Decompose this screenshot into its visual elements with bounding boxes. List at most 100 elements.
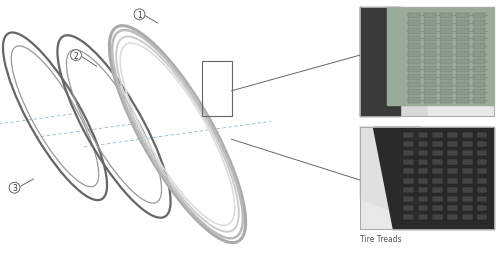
Bar [408, 21, 420, 27]
Bar [440, 98, 452, 103]
Polygon shape [374, 127, 494, 229]
Bar [418, 141, 428, 147]
Bar [440, 29, 452, 34]
Bar [447, 196, 458, 202]
Bar [447, 187, 458, 193]
Bar [447, 160, 458, 166]
Bar [462, 196, 472, 202]
Bar [424, 14, 436, 19]
Bar [456, 98, 468, 103]
Bar [432, 205, 443, 211]
Bar [432, 187, 443, 193]
Bar [408, 75, 420, 80]
Bar [408, 52, 420, 57]
Bar [472, 67, 484, 73]
Bar [462, 150, 472, 156]
Bar [432, 178, 443, 184]
Bar [476, 132, 488, 138]
Text: 3: 3 [12, 183, 17, 193]
Bar [440, 67, 452, 73]
Bar [432, 169, 443, 175]
Bar [418, 196, 428, 202]
Bar [424, 52, 436, 57]
Bar [418, 160, 428, 166]
Bar [476, 214, 488, 220]
Ellipse shape [66, 51, 162, 203]
Bar [462, 141, 472, 147]
Bar [418, 132, 428, 138]
Bar [360, 127, 494, 229]
Ellipse shape [116, 37, 239, 232]
Bar [418, 169, 428, 175]
Bar [440, 37, 452, 42]
Bar [418, 205, 428, 211]
Bar [472, 75, 484, 80]
Bar [472, 90, 484, 96]
Bar [447, 169, 458, 175]
Bar [476, 196, 488, 202]
Bar [360, 127, 494, 229]
Bar [424, 59, 436, 65]
Bar [472, 29, 484, 34]
Bar [476, 178, 488, 184]
Bar [403, 141, 413, 147]
Bar [456, 83, 468, 88]
Bar [440, 21, 452, 27]
Bar [472, 83, 484, 88]
Polygon shape [360, 8, 427, 117]
Bar [440, 90, 452, 96]
Bar [408, 59, 420, 65]
Bar [447, 150, 458, 156]
Bar [447, 214, 458, 220]
Bar [476, 205, 488, 211]
Bar [403, 187, 413, 193]
Bar [447, 178, 458, 184]
Bar [472, 98, 484, 103]
Bar [476, 150, 488, 156]
Bar [462, 205, 472, 211]
Bar [424, 44, 436, 50]
Bar [440, 52, 452, 57]
Bar [403, 196, 413, 202]
Bar [462, 169, 472, 175]
Bar [456, 44, 468, 50]
Bar [472, 37, 484, 42]
Bar [418, 150, 428, 156]
Bar [440, 14, 452, 19]
Bar [440, 83, 452, 88]
Ellipse shape [12, 47, 99, 187]
Bar [456, 14, 468, 19]
Bar [456, 67, 468, 73]
Bar [432, 132, 443, 138]
Bar [424, 75, 436, 80]
Bar [408, 67, 420, 73]
Bar [403, 132, 413, 138]
Bar [447, 141, 458, 147]
Bar [462, 132, 472, 138]
Bar [424, 21, 436, 27]
Bar [472, 52, 484, 57]
Bar [360, 8, 494, 117]
Bar [403, 178, 413, 184]
Bar [462, 187, 472, 193]
Bar [456, 29, 468, 34]
Bar [432, 160, 443, 166]
Bar [408, 14, 420, 19]
Bar [456, 37, 468, 42]
Bar [456, 59, 468, 65]
Bar [403, 205, 413, 211]
Bar [408, 29, 420, 34]
Bar [476, 169, 488, 175]
Text: 2: 2 [74, 51, 78, 60]
Bar [408, 90, 420, 96]
Polygon shape [360, 127, 434, 229]
Bar [403, 160, 413, 166]
Bar [432, 214, 443, 220]
Bar [424, 83, 436, 88]
Bar [418, 187, 428, 193]
Bar [456, 21, 468, 27]
Bar [424, 90, 436, 96]
Bar [432, 196, 443, 202]
Bar [403, 214, 413, 220]
Bar [432, 150, 443, 156]
